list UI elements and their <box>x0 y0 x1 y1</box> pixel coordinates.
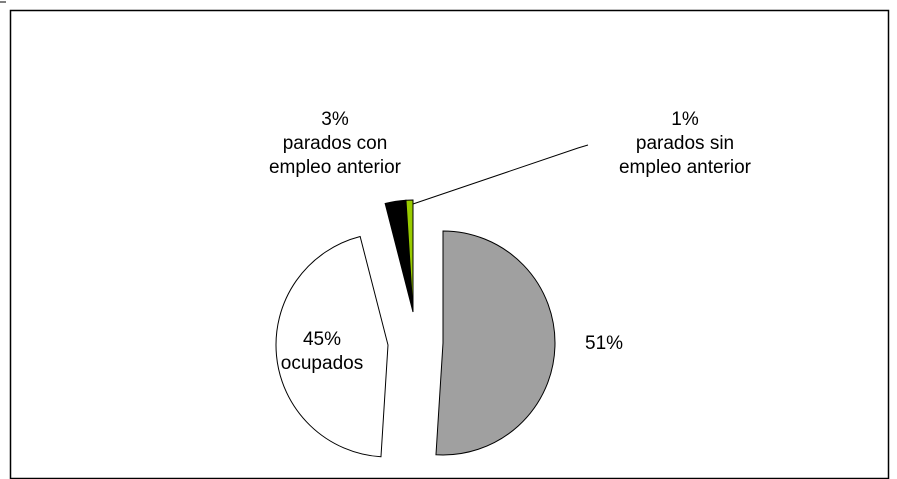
category-label: ocupados <box>280 353 364 374</box>
category-label: parados sin empleo anterior <box>618 133 752 178</box>
value-label: 1% <box>671 109 699 130</box>
value-label: 3% <box>321 109 349 130</box>
pie-slice <box>435 230 556 456</box>
category-label: parados con empleo anterior <box>268 133 402 178</box>
slice-label: 3% parados con empleo anterior <box>235 108 435 180</box>
slice-label: 45% ocupados <box>222 328 422 376</box>
slice-label: 51% <box>585 332 645 356</box>
pie-slice <box>405 199 414 313</box>
value-label: 51% <box>585 333 624 354</box>
pie-slice <box>275 235 389 458</box>
leader-line <box>409 144 589 206</box>
slice-label: 1% parados sin empleo anterior <box>585 108 785 180</box>
value-label: 45% <box>302 329 342 350</box>
